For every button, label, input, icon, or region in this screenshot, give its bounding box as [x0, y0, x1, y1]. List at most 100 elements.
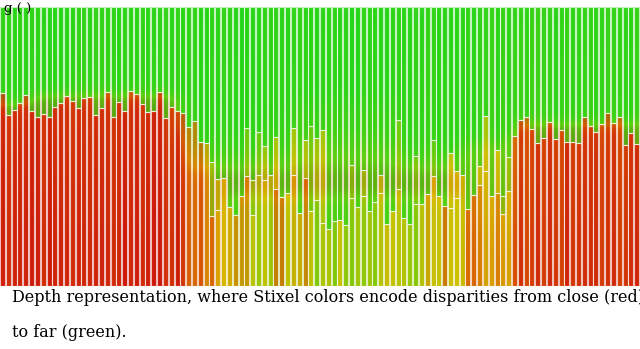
Bar [495, 150, 500, 193]
Bar [477, 166, 482, 185]
Bar [471, 195, 476, 286]
Bar [570, 7, 575, 142]
Bar [41, 114, 45, 286]
Bar [477, 185, 482, 286]
Bar [192, 7, 197, 121]
Bar [6, 7, 11, 115]
Bar [244, 128, 250, 176]
Bar [524, 117, 529, 286]
Bar [419, 7, 424, 205]
Bar [6, 115, 11, 286]
Bar [105, 7, 109, 92]
Bar [180, 113, 186, 286]
Bar [582, 7, 587, 117]
Bar [169, 107, 173, 286]
Bar [448, 153, 453, 208]
Bar [460, 7, 465, 175]
Bar [12, 7, 17, 110]
Bar [489, 7, 493, 196]
Bar [29, 111, 34, 286]
Bar [495, 7, 500, 150]
Bar [599, 7, 604, 124]
Bar [262, 146, 267, 179]
Bar [361, 170, 365, 196]
Bar [343, 225, 348, 286]
Bar [576, 143, 581, 286]
Bar [320, 7, 325, 130]
Bar [617, 117, 621, 286]
Bar [541, 7, 546, 138]
Bar [239, 195, 244, 286]
Bar [145, 112, 150, 286]
Bar [35, 117, 40, 286]
Bar [244, 176, 250, 286]
Bar [495, 193, 500, 286]
Bar [157, 7, 162, 92]
Bar [111, 7, 116, 117]
Bar [145, 7, 150, 112]
Bar [256, 174, 261, 286]
Bar [564, 142, 570, 286]
Bar [87, 7, 92, 97]
Bar [448, 7, 453, 153]
Bar [262, 7, 267, 146]
Bar [477, 7, 482, 166]
Bar [407, 7, 412, 224]
Bar [122, 111, 127, 286]
Bar [17, 7, 22, 103]
Bar [547, 122, 552, 286]
Bar [349, 165, 354, 198]
Bar [448, 208, 453, 286]
Bar [529, 129, 534, 286]
Bar [105, 92, 109, 286]
Bar [506, 7, 511, 157]
Bar [250, 7, 255, 180]
Bar [506, 191, 511, 286]
Bar [70, 101, 75, 286]
Bar [291, 175, 296, 286]
Bar [314, 7, 319, 138]
Bar [454, 198, 459, 286]
Bar [535, 7, 540, 143]
Bar [180, 7, 186, 113]
Bar [518, 120, 523, 286]
Bar [634, 144, 639, 286]
Bar [215, 210, 220, 286]
Bar [215, 7, 220, 179]
Bar [547, 7, 552, 122]
Bar [233, 215, 237, 286]
Bar [163, 7, 168, 118]
Bar [76, 7, 81, 108]
Bar [291, 7, 296, 128]
Bar [628, 133, 634, 286]
Bar [372, 202, 378, 286]
Bar [483, 116, 488, 171]
Bar [87, 97, 92, 286]
Bar [116, 7, 122, 102]
Bar [454, 171, 459, 198]
Bar [384, 224, 389, 286]
Bar [12, 110, 17, 286]
Bar [378, 7, 383, 176]
Bar [483, 171, 488, 286]
Bar [401, 217, 406, 286]
Bar [634, 7, 639, 144]
Bar [529, 7, 534, 129]
Bar [204, 142, 209, 286]
Bar [93, 7, 98, 115]
Bar [134, 95, 139, 286]
Bar [326, 230, 331, 286]
Bar [605, 7, 610, 113]
Text: to far (green).: to far (green). [12, 324, 126, 341]
Bar [500, 7, 506, 196]
Bar [308, 211, 314, 286]
Bar [303, 178, 308, 286]
Bar [233, 7, 237, 215]
Bar [314, 200, 319, 286]
Bar [99, 109, 104, 286]
Bar [279, 197, 284, 286]
Bar [343, 7, 348, 225]
Bar [355, 207, 360, 286]
Bar [17, 103, 22, 286]
Bar [303, 140, 308, 178]
